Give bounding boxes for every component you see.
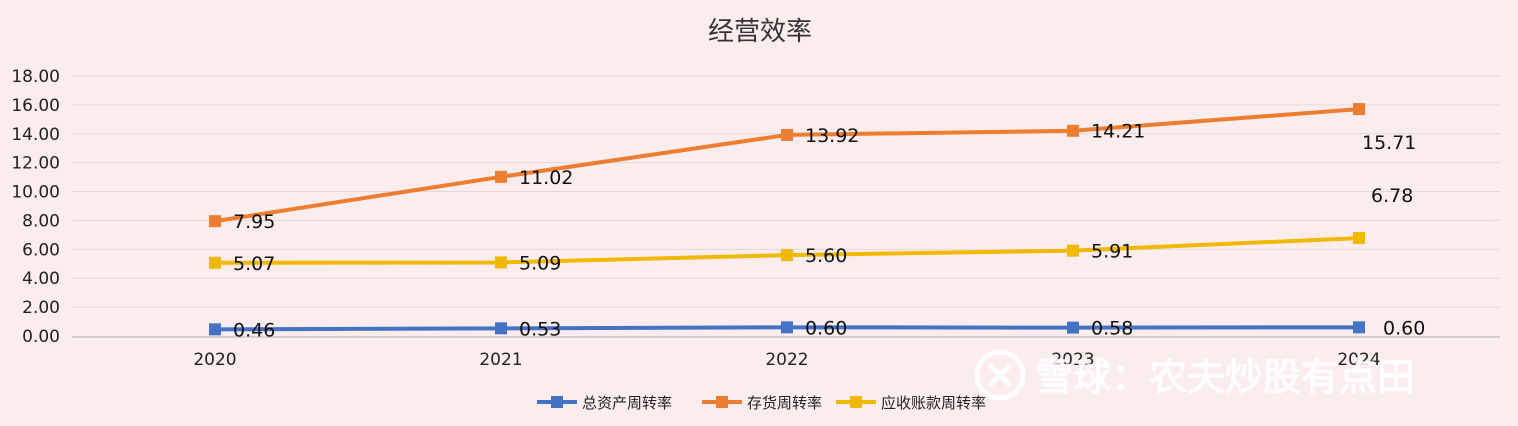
watermark: 雪球：农夫炒股有点田 bbox=[974, 349, 1415, 401]
data-point-marker bbox=[495, 256, 507, 269]
grid-lines bbox=[72, 75, 1500, 308]
data-point-marker bbox=[1353, 321, 1365, 334]
y-tick-label: 10.00 bbox=[11, 183, 60, 203]
data-point-marker bbox=[495, 322, 507, 335]
data-label: 5.09 bbox=[519, 252, 561, 274]
x-tick-label: 2023 bbox=[1051, 350, 1094, 370]
data-label: 6.78 bbox=[1371, 185, 1413, 207]
data-label: 0.58 bbox=[1091, 318, 1133, 340]
data-label: 13.92 bbox=[805, 125, 859, 147]
legend-marker-swatch bbox=[850, 396, 862, 408]
y-tick-label: 0.00 bbox=[22, 327, 60, 347]
data-point-marker bbox=[1067, 321, 1079, 334]
x-tick-label: 2024 bbox=[1337, 350, 1380, 370]
y-tick-label: 6.00 bbox=[22, 240, 60, 260]
data-point-marker bbox=[209, 323, 221, 336]
data-point-marker bbox=[209, 256, 221, 269]
y-tick-label: 12.00 bbox=[11, 154, 60, 174]
y-tick-label: 4.00 bbox=[22, 269, 60, 289]
data-label: 0.60 bbox=[805, 317, 847, 339]
data-label: 14.21 bbox=[1091, 121, 1145, 143]
data-label: 5.60 bbox=[805, 245, 847, 267]
legend-label: 总资产周转率 bbox=[582, 394, 672, 412]
data-label: 7.95 bbox=[233, 211, 275, 233]
y-tick-label: 2.00 bbox=[22, 298, 60, 318]
data-label: 15.71 bbox=[1362, 132, 1416, 154]
data-point-marker bbox=[781, 128, 793, 141]
data-label: 11.02 bbox=[519, 167, 573, 189]
legend-marker-swatch bbox=[716, 396, 728, 408]
data-label: 0.53 bbox=[519, 318, 561, 340]
x-tick-label: 2020 bbox=[193, 350, 236, 370]
watermark-text: 雪球：农夫炒股有点田 bbox=[1035, 355, 1415, 399]
data-label: 5.91 bbox=[1091, 241, 1133, 263]
y-tick-label: 18.00 bbox=[11, 67, 60, 87]
data-point-marker bbox=[1353, 232, 1365, 245]
data-label: 5.07 bbox=[233, 253, 275, 275]
data-point-marker bbox=[781, 321, 793, 334]
y-tick-label: 14.00 bbox=[11, 125, 60, 145]
data-point-marker bbox=[1353, 103, 1365, 116]
series-lines bbox=[209, 103, 1365, 336]
y-tick-label: 8.00 bbox=[22, 211, 60, 231]
chart-title: 经营效率 bbox=[708, 17, 812, 47]
data-point-marker bbox=[1067, 124, 1079, 137]
data-point-marker bbox=[1067, 244, 1079, 257]
legend-label: 应收账款周转率 bbox=[881, 394, 986, 412]
series-line bbox=[213, 107, 1361, 224]
data-labels: 0.46 0.53 0.60 0.58 0.60 7.95 11.02 13.92 14.21 1… bbox=[233, 121, 1425, 342]
data-label: 0.60 bbox=[1383, 317, 1425, 339]
axes: 0.00 2.00 4.00 6.00 8.00 10.00 12.00 14.00 16.00… bbox=[11, 67, 1500, 370]
data-label: 0.46 bbox=[233, 319, 275, 341]
y-tick-label: 16.00 bbox=[11, 96, 60, 116]
x-tick-label: 2022 bbox=[765, 350, 808, 370]
legend-label: 存货周转率 bbox=[747, 394, 822, 412]
legend-marker-swatch bbox=[551, 396, 563, 408]
legend: 总资产周转率 存货周转率 应收账款周转率 bbox=[537, 394, 986, 412]
data-point-marker bbox=[781, 249, 793, 262]
data-point-marker bbox=[495, 170, 507, 183]
x-tick-label: 2021 bbox=[479, 350, 522, 370]
snowball-logo-icon bbox=[974, 349, 1026, 401]
data-point-marker bbox=[209, 215, 221, 228]
